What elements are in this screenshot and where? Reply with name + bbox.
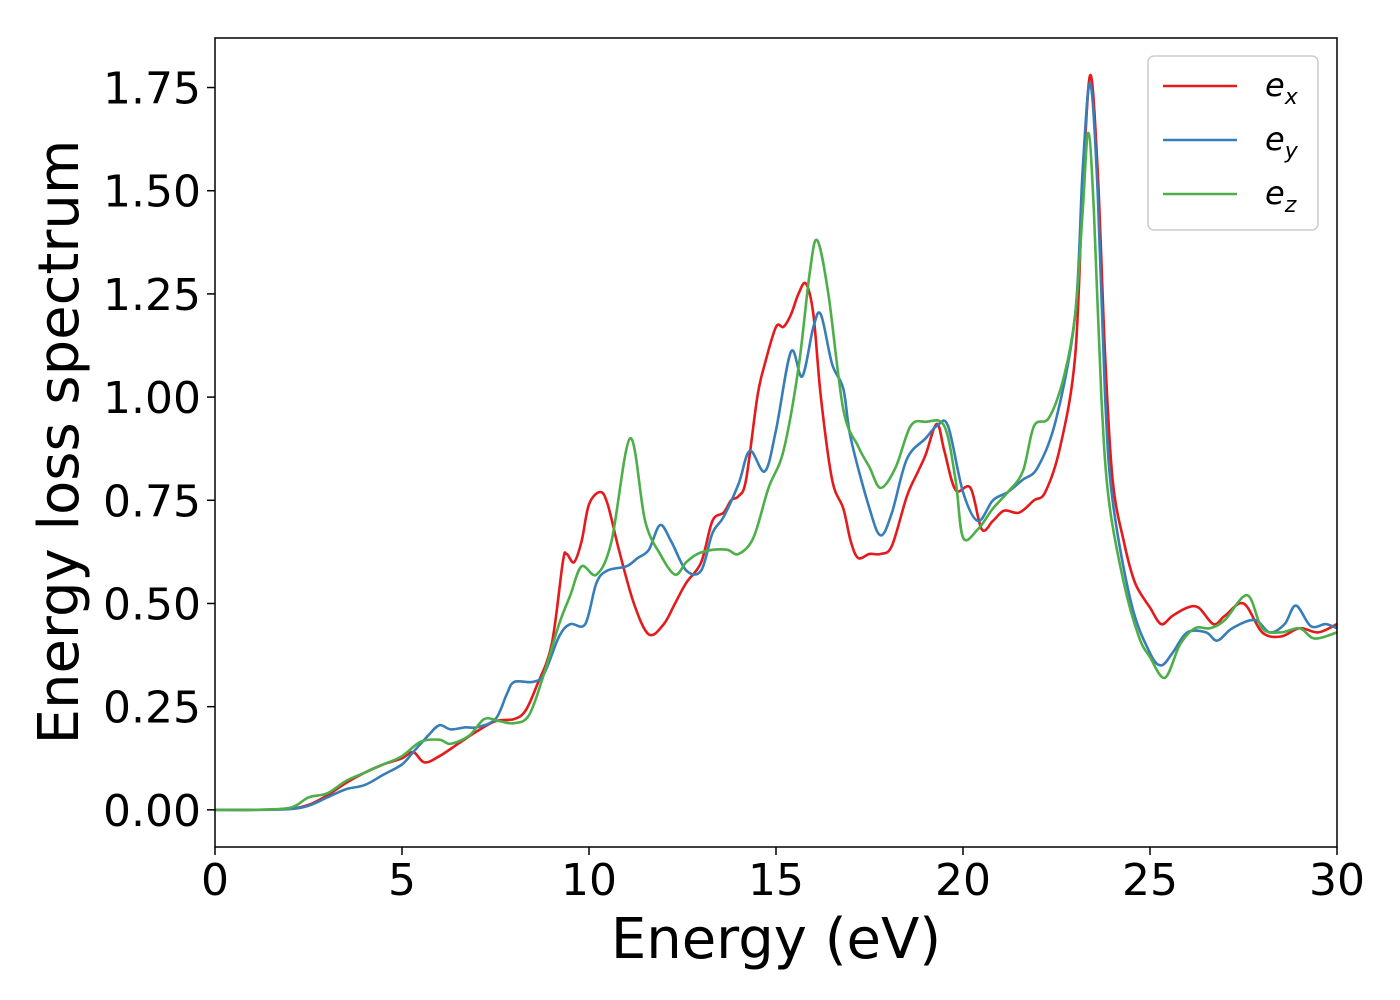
y-tick-label: 1.00 [103, 373, 201, 424]
x-tick-label: 5 [388, 855, 416, 906]
x-tick-label: 15 [748, 855, 804, 906]
x-axis-ticks: 0 5 10 15 20 25 30 [201, 847, 1365, 906]
x-tick-label: 30 [1309, 855, 1365, 906]
legend-label-base: e [1265, 174, 1285, 212]
legend-label-base: e [1265, 66, 1285, 104]
y-tick-label: 1.25 [103, 270, 201, 321]
series-line-ez [215, 131, 1337, 812]
legend-label: ex [1265, 66, 1299, 110]
legend-label: ez [1265, 174, 1297, 218]
legend-label-subscript: x [1284, 85, 1299, 110]
x-tick-label: 10 [561, 855, 617, 906]
series-line-ex [215, 73, 1337, 812]
y-axis-ticks: 0.00 0.25 0.50 0.75 1.00 1.25 1.50 1.75 [103, 64, 215, 837]
legend-label: ey [1265, 120, 1299, 164]
y-tick-label: 1.50 [103, 167, 201, 218]
series-layer [215, 73, 1337, 812]
x-axis-label: Energy (eV) [611, 907, 941, 972]
y-tick-label: 0.25 [103, 683, 201, 734]
x-tick-label: 25 [1122, 855, 1178, 906]
legend-box [1147, 55, 1319, 231]
x-tick-label: 20 [935, 855, 991, 906]
y-tick-label: 0.00 [103, 786, 201, 837]
legend-label-subscript: z [1284, 193, 1297, 218]
series-line-ey [215, 82, 1337, 812]
legend-label-base: e [1265, 120, 1285, 158]
legend-label-subscript: y [1284, 139, 1299, 164]
y-tick-label: 1.75 [103, 64, 201, 115]
y-axis-label: Energy loss spectrum [27, 140, 92, 745]
y-tick-label: 0.50 [103, 579, 201, 630]
y-tick-label: 0.75 [103, 476, 201, 527]
x-tick-label: 0 [201, 855, 229, 906]
